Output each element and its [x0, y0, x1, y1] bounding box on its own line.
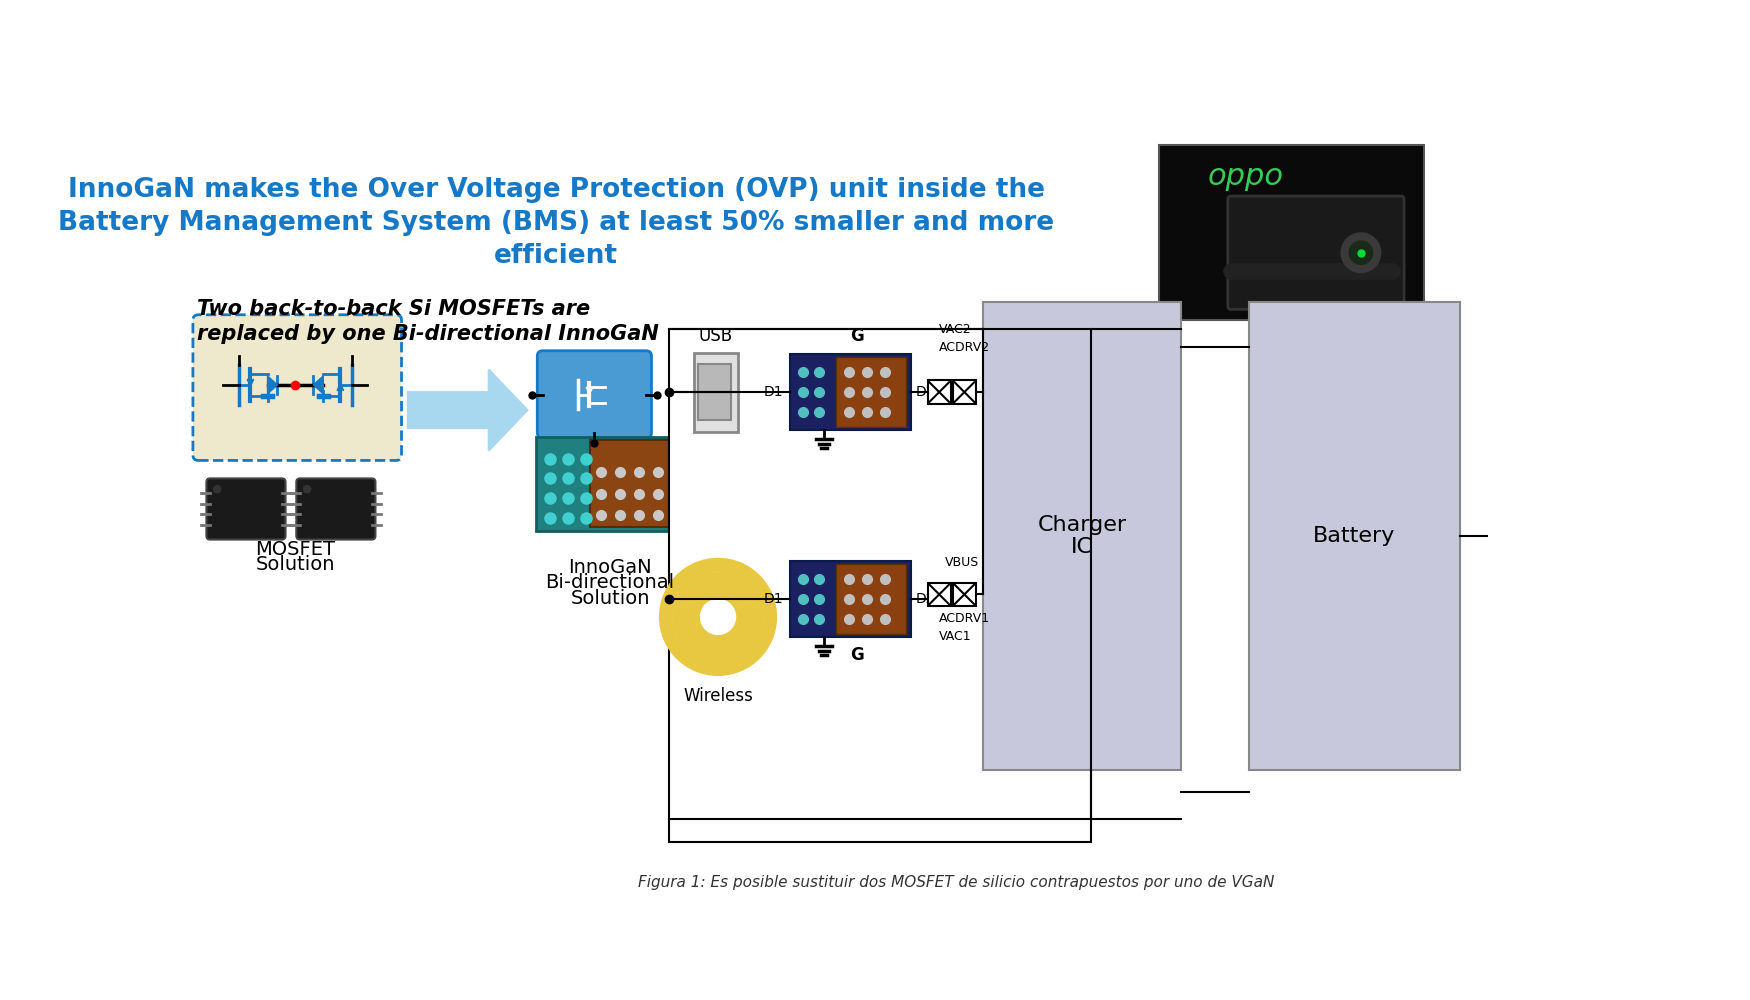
Text: InnoGaN makes the Over Voltage Protection (OVP) unit inside the: InnoGaN makes the Over Voltage Protectio…	[68, 177, 1045, 203]
FancyBboxPatch shape	[836, 564, 906, 634]
FancyBboxPatch shape	[928, 380, 950, 404]
FancyBboxPatch shape	[192, 315, 401, 460]
Text: D1: D1	[763, 385, 782, 399]
FancyBboxPatch shape	[693, 353, 738, 432]
Text: Solution: Solution	[570, 589, 649, 608]
Text: VBUS: VBUS	[945, 556, 978, 569]
FancyBboxPatch shape	[206, 478, 285, 540]
Text: Wireless: Wireless	[682, 687, 752, 705]
Text: G: G	[850, 327, 863, 345]
Text: VAC1: VAC1	[940, 630, 971, 643]
Text: Battery Management System (BMS) at least 50% smaller and more: Battery Management System (BMS) at least…	[58, 210, 1054, 236]
Text: D2: D2	[915, 592, 934, 606]
Text: efficient: efficient	[493, 243, 618, 269]
FancyBboxPatch shape	[984, 302, 1181, 770]
FancyBboxPatch shape	[1248, 302, 1460, 770]
Text: Solution: Solution	[255, 555, 336, 574]
Circle shape	[303, 486, 312, 493]
Text: D1: D1	[763, 592, 782, 606]
Text: G: G	[850, 646, 863, 664]
Text: Figura 1: Es posible sustituir dos MOSFET de silicio contrapuestos por uno de VG: Figura 1: Es posible sustituir dos MOSFE…	[639, 875, 1274, 890]
FancyBboxPatch shape	[668, 329, 1092, 842]
Text: replaced by one Bi-directional InnoGaN: replaced by one Bi-directional InnoGaN	[196, 324, 658, 344]
FancyBboxPatch shape	[537, 437, 684, 531]
FancyBboxPatch shape	[789, 561, 912, 637]
Text: oppo: oppo	[1208, 162, 1284, 191]
Text: USB: USB	[698, 327, 733, 345]
FancyBboxPatch shape	[928, 583, 950, 606]
Text: ACDRV1: ACDRV1	[940, 612, 990, 625]
Text: Charger: Charger	[1038, 515, 1127, 535]
Text: MOSFET: MOSFET	[255, 540, 336, 559]
Polygon shape	[268, 376, 278, 394]
FancyBboxPatch shape	[952, 380, 977, 404]
Circle shape	[1340, 233, 1381, 273]
Text: D2: D2	[915, 385, 934, 399]
FancyBboxPatch shape	[1228, 196, 1404, 309]
Text: Two back-to-back Si MOSFETs are: Two back-to-back Si MOSFETs are	[196, 299, 590, 319]
FancyBboxPatch shape	[836, 357, 906, 427]
Circle shape	[214, 486, 220, 493]
Text: InnoGaN: InnoGaN	[569, 558, 653, 577]
Text: ACDRV2: ACDRV2	[940, 341, 990, 354]
FancyBboxPatch shape	[590, 440, 681, 527]
Circle shape	[1349, 241, 1372, 264]
FancyBboxPatch shape	[952, 583, 977, 606]
FancyBboxPatch shape	[789, 354, 912, 430]
Text: IC: IC	[1071, 537, 1094, 557]
FancyBboxPatch shape	[698, 364, 730, 420]
Text: Battery: Battery	[1312, 526, 1395, 546]
Text: VAC2: VAC2	[940, 323, 971, 336]
Circle shape	[702, 601, 735, 633]
FancyBboxPatch shape	[537, 351, 651, 438]
Polygon shape	[313, 376, 324, 394]
FancyBboxPatch shape	[1158, 145, 1424, 320]
FancyBboxPatch shape	[296, 478, 376, 540]
Polygon shape	[408, 370, 527, 451]
Text: Bi-directional: Bi-directional	[546, 573, 676, 592]
